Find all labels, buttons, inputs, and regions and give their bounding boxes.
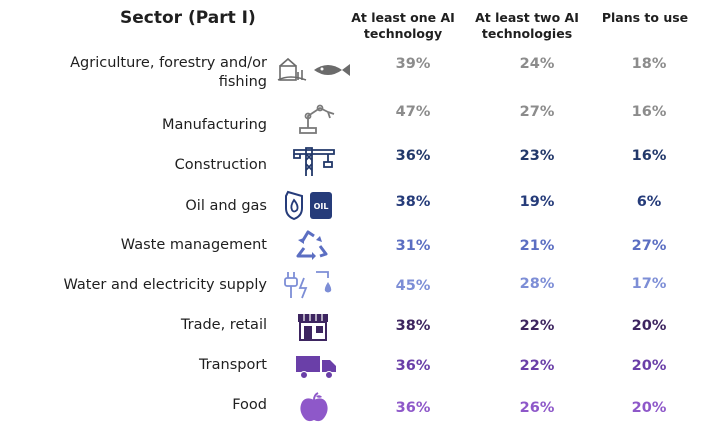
col3-header-line1: Plans to use — [601, 10, 689, 25]
table-row: Agriculture, forestry and/or fishing 39%… — [0, 52, 705, 92]
robot-arm-icon — [299, 104, 335, 134]
value-cell-col2: 28% — [519, 276, 555, 292]
sector-label-line2: fishing — [218, 74, 267, 90]
value-cell-col1: 36% — [395, 358, 431, 374]
value-cell-col1: 36% — [395, 400, 431, 416]
value-cell-col1: 38% — [395, 318, 431, 334]
value-cell-col2: 21% — [519, 238, 555, 254]
sector-label: Trade, retail — [180, 317, 267, 333]
svg-text:OIL: OIL — [314, 202, 329, 211]
value-cell-col3: 16% — [631, 148, 667, 164]
sector-label: Food — [232, 397, 267, 413]
value-cell-col2: 26% — [519, 400, 555, 416]
value-cell-col3: 17% — [631, 276, 667, 292]
value-cell-col3: 27% — [631, 238, 667, 254]
value-cell-col1: 39% — [395, 56, 431, 72]
shop-icon — [298, 314, 328, 341]
sector-label: Agriculture, forestry and/or fishing — [0, 54, 267, 92]
value-cell-col1: 47% — [395, 104, 431, 120]
table-row: Water and electricity supply 45% 28% 17% — [0, 266, 705, 306]
value-cell-col3: 20% — [631, 358, 667, 374]
value-cell-col3: 16% — [631, 104, 667, 120]
sector-label-line1: Agriculture, forestry and/or — [70, 55, 267, 71]
table-row: Transport 36% 22% 20% — [0, 348, 705, 388]
sector-label: Transport — [198, 357, 267, 373]
value-cell-col3: 6% — [636, 194, 662, 210]
col3-header: Plans to use — [585, 10, 705, 26]
oil-barrel-icon: OIL — [285, 190, 332, 221]
value-cell-col3: 20% — [631, 400, 667, 416]
sector-label: Water and electricity supply — [63, 277, 267, 293]
value-cell-col2: 22% — [519, 358, 555, 374]
col1-header-line1: At least one AI — [351, 10, 455, 25]
apple-icon — [300, 392, 328, 422]
value-cell-col1: 38% — [395, 194, 431, 210]
value-cell-col3: 18% — [631, 56, 667, 72]
value-cell-col1: 31% — [395, 238, 431, 254]
col2-header-line1: At least two AI — [475, 10, 579, 25]
value-cell-col2: 19% — [519, 194, 555, 210]
farm-fishing-icon — [277, 57, 350, 81]
sector-label: Manufacturing — [162, 117, 267, 133]
col1-header-line2: technology — [363, 26, 443, 41]
table-row: Manufacturing 47% 27% 16% — [0, 100, 705, 140]
table-row: Construction 36% 23% 16% — [0, 142, 705, 182]
truck-icon — [296, 356, 336, 379]
recycle-icon — [296, 230, 328, 260]
col2-header-line2: technologies — [481, 26, 573, 41]
plug-water-icon — [284, 271, 332, 299]
table-row: Oil and gas OIL 38% 19% 6% — [0, 186, 705, 226]
value-cell-col2: 22% — [519, 318, 555, 334]
table-row: Waste management 31% 21% 27% — [0, 226, 705, 266]
sector-label: Construction — [174, 157, 267, 173]
value-cell-col1: 45% — [395, 278, 431, 294]
col1-header: At least one AI technology — [343, 10, 463, 42]
value-cell-col2: 24% — [519, 56, 555, 72]
value-cell-col3: 20% — [631, 318, 667, 334]
sector-header: Sector (Part I) — [120, 8, 256, 28]
sector-label: Oil and gas — [185, 198, 267, 214]
table-row: Trade, retail 38% 22% 20% — [0, 308, 705, 348]
crane-icon — [293, 147, 335, 176]
table-row: Food 36% 26% 20% — [0, 390, 705, 430]
col2-header: At least two AI technologies — [467, 10, 587, 42]
value-cell-col1: 36% — [395, 148, 431, 164]
sector-label: Waste management — [120, 237, 267, 253]
value-cell-col2: 23% — [519, 148, 555, 164]
value-cell-col2: 27% — [519, 104, 555, 120]
